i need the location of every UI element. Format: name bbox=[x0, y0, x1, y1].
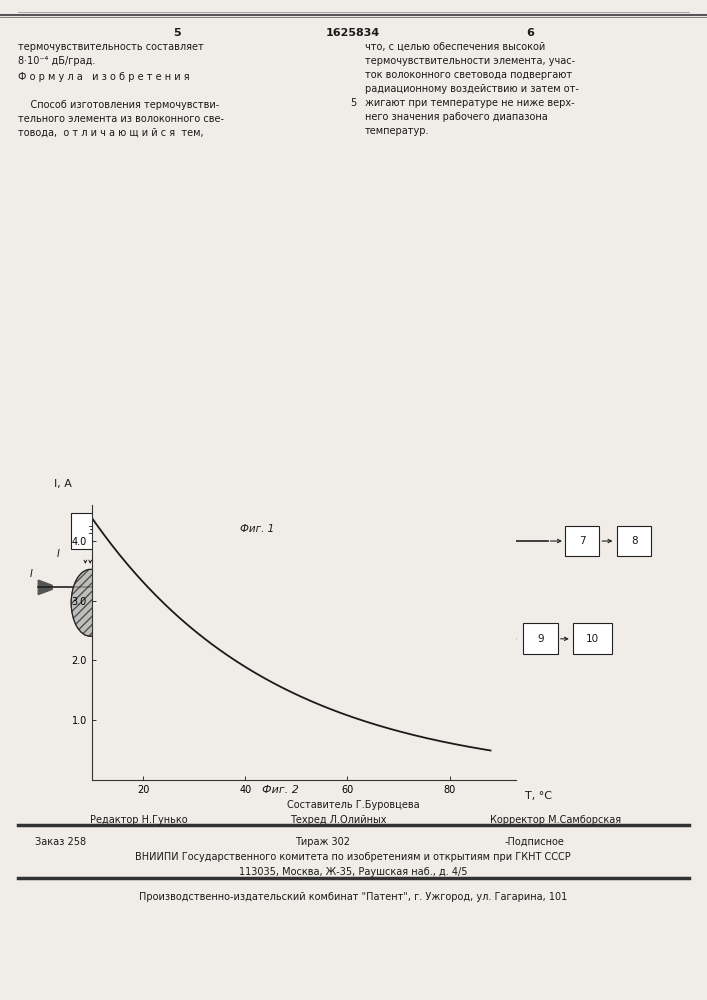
Text: Корректор М.Самборская: Корректор М.Самборская bbox=[490, 815, 621, 825]
Text: 1625834: 1625834 bbox=[326, 28, 380, 38]
Text: Ф о р м у л а   и з о б р е т е н и я: Ф о р м у л а и з о б р е т е н и я bbox=[18, 72, 189, 82]
Bar bbox=[565, 526, 600, 556]
Text: ­Подписное: ­Подписное bbox=[505, 837, 565, 847]
Text: Фиг. 1: Фиг. 1 bbox=[240, 524, 274, 534]
Text: Способ изготовления термочувстви-
тельного элемента из волоконного све-
товода, : Способ изготовления термочувстви- тельно… bbox=[18, 100, 224, 138]
Text: Фиг. 1: Фиг. 1 bbox=[319, 510, 353, 520]
Text: 3: 3 bbox=[87, 526, 93, 536]
Text: 5: 5 bbox=[298, 536, 305, 546]
Text: 7: 7 bbox=[579, 536, 585, 546]
Text: 5: 5 bbox=[173, 28, 181, 38]
Text: T, °С: T, °С bbox=[525, 791, 551, 801]
Bar bbox=[523, 623, 558, 654]
Text: Заказ 258: Заказ 258 bbox=[35, 837, 86, 847]
Text: 8: 8 bbox=[631, 536, 638, 546]
Text: I: I bbox=[57, 549, 60, 559]
Text: 1: 1 bbox=[472, 524, 478, 533]
Bar bbox=[283, 526, 320, 556]
Text: 5: 5 bbox=[350, 98, 356, 108]
Text: ВНИИПИ Государственного комитета по изобретениям и открытиям при ГКНТ СССР: ВНИИПИ Государственного комитета по изоб… bbox=[135, 852, 571, 862]
Text: Составитель Г.Буровцева: Составитель Г.Буровцева bbox=[286, 800, 419, 810]
Text: 6: 6 bbox=[416, 520, 421, 529]
Text: I: I bbox=[30, 569, 33, 579]
Text: 6: 6 bbox=[526, 28, 534, 38]
Bar bbox=[71, 513, 110, 549]
Bar bbox=[230, 526, 269, 556]
Text: 113035, Москва, Ж-35, Раушская наб., д. 4/5: 113035, Москва, Ж-35, Раушская наб., д. … bbox=[239, 867, 467, 877]
Ellipse shape bbox=[378, 554, 426, 641]
Bar bbox=[573, 623, 612, 654]
Polygon shape bbox=[337, 535, 354, 547]
Text: Тираж 302: Тираж 302 bbox=[295, 837, 350, 847]
Text: 2: 2 bbox=[115, 639, 121, 649]
Text: 4: 4 bbox=[246, 536, 253, 546]
Text: что, с целью обеспечения высокой
термочувствительности элемента, учас-
ток волок: что, с целью обеспечения высокой термочу… bbox=[365, 42, 579, 136]
Text: 1: 1 bbox=[332, 524, 338, 533]
Text: Фиг. 2: Фиг. 2 bbox=[262, 785, 298, 795]
Text: 2: 2 bbox=[368, 647, 374, 657]
Text: Производственно-издательский комбинат "Патент", г. Ужгород, ул. Гагарина, 101: Производственно-издательский комбинат "П… bbox=[139, 892, 567, 902]
Text: термочувствительность составляет: термочувствительность составляет bbox=[18, 42, 204, 52]
Text: 10: 10 bbox=[586, 634, 599, 644]
Polygon shape bbox=[128, 580, 142, 595]
Ellipse shape bbox=[71, 569, 110, 636]
Text: 8·10⁻⁴ дБ/град.: 8·10⁻⁴ дБ/град. bbox=[18, 56, 95, 66]
Text: 9: 9 bbox=[537, 634, 544, 644]
Text: Техред Л.Олийных: Техред Л.Олийных bbox=[290, 815, 387, 825]
Text: I, А: I, А bbox=[54, 479, 71, 488]
Polygon shape bbox=[457, 535, 474, 547]
Bar bbox=[617, 526, 651, 556]
Polygon shape bbox=[38, 580, 52, 595]
Bar bbox=[339, 531, 464, 654]
Text: Редактор Н.Гунько: Редактор Н.Гунько bbox=[90, 815, 187, 825]
